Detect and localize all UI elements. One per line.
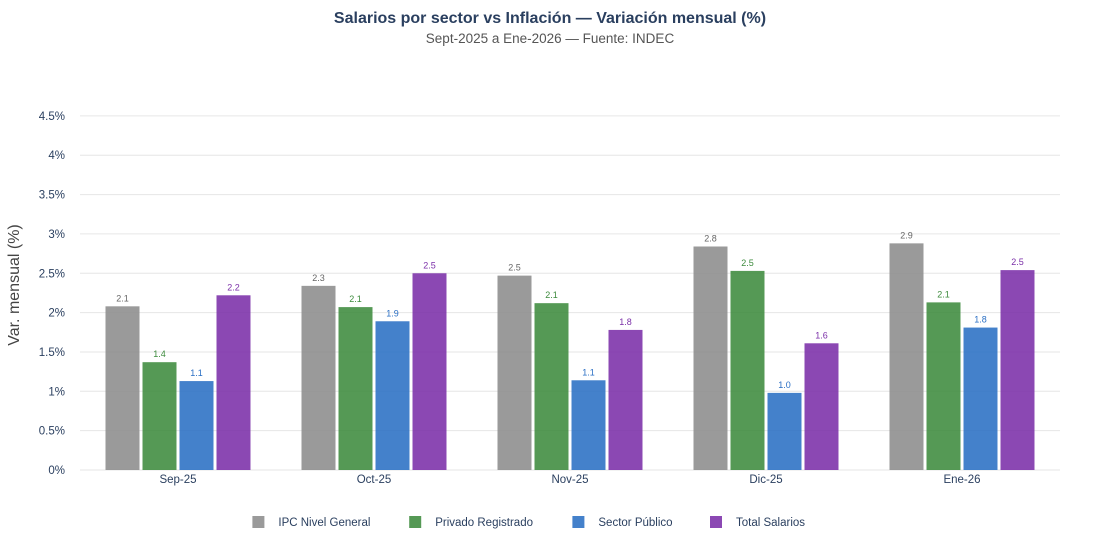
bar[interactable] <box>889 243 924 470</box>
bar[interactable] <box>179 381 214 470</box>
chart-title: Salarios por sector vs Inflación — Varia… <box>334 10 766 27</box>
bar[interactable] <box>730 270 765 470</box>
x-tick-label: Oct-25 <box>357 474 392 486</box>
bar[interactable] <box>338 307 373 470</box>
bar[interactable] <box>1000 270 1035 470</box>
y-tick-label: 3% <box>48 229 65 241</box>
y-tick-label: 1% <box>48 386 65 398</box>
data-label: 2.2 <box>227 282 240 292</box>
x-axis-ticks: Sep-25 Oct-25 Nov-25 Dic-25 Ene-26 <box>159 474 980 486</box>
bar[interactable] <box>963 327 998 470</box>
y-tick-label: 1.5% <box>39 347 65 359</box>
legend-item[interactable]: Sector Público <box>572 516 673 529</box>
data-label: 2.5 <box>508 263 521 273</box>
x-tick-label: Ene-26 <box>943 474 980 486</box>
bar[interactable] <box>693 246 728 470</box>
legend-label: Sector Público <box>598 517 672 529</box>
data-label: 1.0 <box>778 380 791 390</box>
data-label: 2.3 <box>312 273 325 283</box>
legend: IPC Nivel General Privado Registrado Secto… <box>252 516 805 529</box>
legend-label: IPC Nivel General <box>278 517 370 529</box>
bars-layer <box>105 243 1035 470</box>
bar[interactable] <box>497 275 532 470</box>
x-tick-label: Sep-25 <box>159 474 196 486</box>
bar[interactable] <box>767 392 802 470</box>
legend-item[interactable]: IPC Nivel General <box>252 516 370 529</box>
data-label: 2.1 <box>545 290 558 300</box>
data-label: 2.1 <box>116 293 129 303</box>
legend-item[interactable]: Privado Registrado <box>409 516 533 529</box>
y-tick-label: 0.5% <box>39 426 65 438</box>
data-label: 2.8 <box>704 234 717 244</box>
y-tick-label: 2.5% <box>39 268 65 280</box>
data-label: 1.6 <box>815 330 828 340</box>
y-tick-label: 0% <box>48 465 65 477</box>
bar[interactable] <box>804 343 839 470</box>
data-label: 1.8 <box>619 317 632 327</box>
bar[interactable] <box>301 285 336 470</box>
data-label: 1.9 <box>386 308 399 318</box>
legend-swatch <box>710 516 722 528</box>
y-tick-label: 2% <box>48 308 65 320</box>
bar[interactable] <box>412 273 447 470</box>
legend-swatch <box>572 516 585 528</box>
bar[interactable] <box>105 306 140 470</box>
data-label: 2.9 <box>900 230 913 240</box>
y-axis-ticks: 0% 0.5% 1% 1.5% 2% 2.5% 3% 3.5% 4% 4.5% <box>39 111 65 477</box>
data-label: 2.5 <box>741 258 754 268</box>
y-axis-title: Var. mensual (%) <box>6 224 23 346</box>
data-label: 1.1 <box>190 368 203 378</box>
data-label: 1.4 <box>153 349 166 359</box>
y-tick-label: 4% <box>48 150 65 162</box>
x-tick-label: Nov-25 <box>551 474 588 486</box>
legend-swatch <box>409 516 422 528</box>
data-label: 2.5 <box>423 260 436 270</box>
data-label: 1.8 <box>974 315 987 325</box>
bar[interactable] <box>534 303 569 470</box>
legend-label: Total Salarios <box>736 517 805 529</box>
bar[interactable] <box>608 329 643 470</box>
data-label: 2.1 <box>937 289 950 299</box>
bar[interactable] <box>571 380 606 470</box>
y-tick-label: 4.5% <box>39 111 65 123</box>
bar[interactable] <box>142 362 177 470</box>
x-tick-label: Dic-25 <box>749 474 782 486</box>
bar[interactable] <box>375 321 410 470</box>
bar[interactable] <box>926 302 961 470</box>
legend-swatch <box>252 516 265 528</box>
chart-subtitle: Sept-2025 a Ene-2026 — Fuente: INDEC <box>426 31 675 46</box>
data-labels-layer: 2.1 1.4 1.1 2.2 2.3 2.1 1.9 2.5 2.5 2.1 1.1 1.8 2.8 2… <box>116 230 1024 390</box>
data-label: 1.1 <box>582 367 595 377</box>
legend-item[interactable]: Total Salarios <box>710 516 805 529</box>
bar[interactable] <box>216 295 251 470</box>
data-label: 2.1 <box>349 294 362 304</box>
legend-label: Privado Registrado <box>435 517 533 529</box>
y-tick-label: 3.5% <box>39 190 65 202</box>
data-label: 2.5 <box>1011 257 1024 267</box>
